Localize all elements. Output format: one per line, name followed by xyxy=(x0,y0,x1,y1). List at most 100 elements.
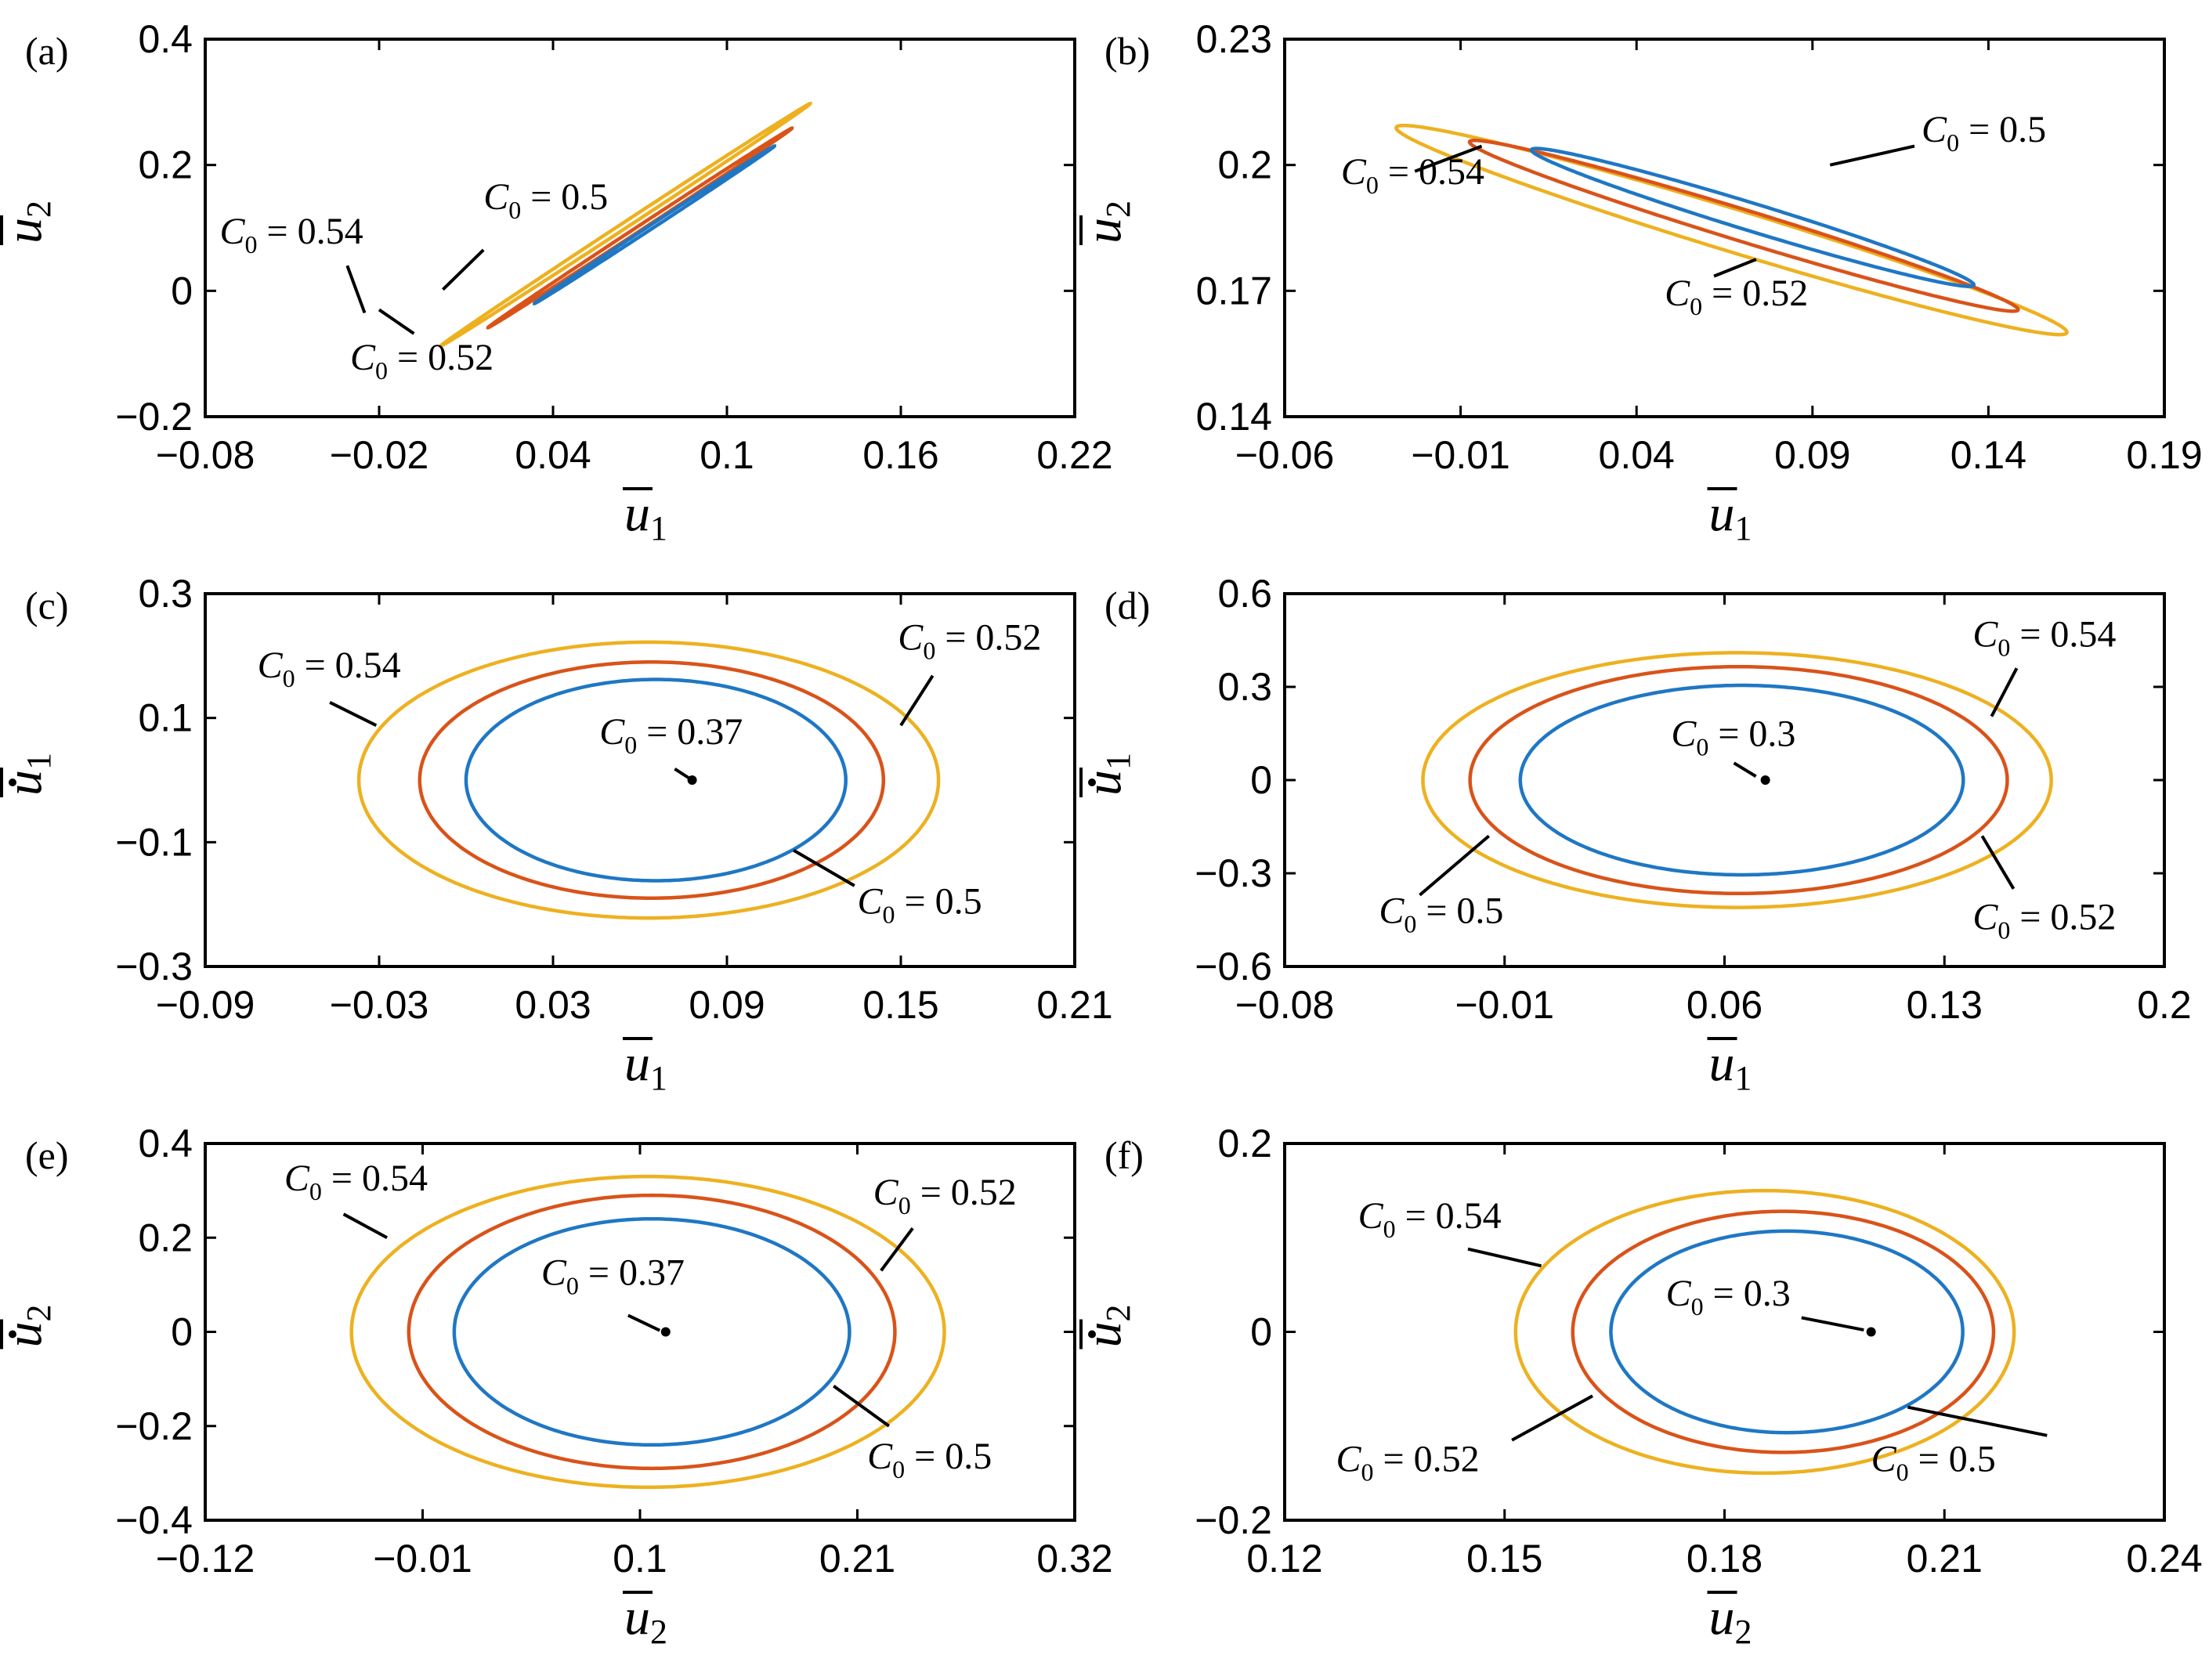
annotation-leader xyxy=(1907,1405,2048,1437)
annotation-subscript: 0 xyxy=(1361,1458,1374,1486)
panel-label: (a) xyxy=(25,29,69,73)
equilibrium-point xyxy=(1866,1327,1876,1337)
annotation-symbol: C xyxy=(258,645,284,686)
annotation-label: C0 = 0.5 xyxy=(483,176,608,224)
annotation-symbol: C xyxy=(1665,273,1690,314)
annotation-subscript: 0 xyxy=(1696,732,1708,761)
annotation-leader xyxy=(342,1212,389,1240)
annotation-leader xyxy=(1419,834,1490,897)
x-tick-label: −0.01 xyxy=(1411,433,1510,477)
annotation-symbol: C xyxy=(858,881,884,923)
annotation-value: = 0.52 xyxy=(388,337,494,378)
y-axis-symbol: u xyxy=(1075,1322,1132,1348)
annotation-label: C0 = 0.54 xyxy=(1972,613,2116,661)
annotation-subscript: 0 xyxy=(508,196,521,224)
annotation-value: = 0.54 xyxy=(258,211,363,252)
y-axis-symbol: u xyxy=(0,770,52,796)
annotation-subscript: 0 xyxy=(1383,1215,1396,1243)
series-0052 xyxy=(407,1193,897,1471)
panel-c: −0.09 −0.03 0.03 0.09 0.15 0.21 −0.3 −0.1 0.1 0.3… xyxy=(0,572,1113,1097)
y-axis-subscript: 1 xyxy=(20,753,58,770)
annotation-subscript: 0 xyxy=(1896,1458,1909,1486)
annotation-label: C0 = 0.37 xyxy=(599,711,743,759)
x-axis-symbol: u xyxy=(1709,485,1735,542)
x-tick-label: 0.1 xyxy=(700,433,754,477)
annotation-value: = 0.3 xyxy=(1708,713,1795,754)
y-tick-label: 0.14 xyxy=(1196,395,1272,439)
annotation-label: C0 = 0.37 xyxy=(541,1252,685,1299)
y-axis-subscript: 2 xyxy=(1099,201,1137,218)
series-0052 xyxy=(486,126,794,330)
annotation-symbol: C xyxy=(898,616,924,658)
plot-area xyxy=(1421,651,2053,909)
annotation-subscript: 0 xyxy=(245,230,258,258)
annotation-label: C0 = 0.52 xyxy=(898,616,1041,664)
annotation-leader xyxy=(1801,1316,1864,1332)
x-tick-label: 0.15 xyxy=(1466,1537,1542,1581)
annotation-label: C0 = 0.3 xyxy=(1666,1273,1791,1321)
x-tick-label: 0.09 xyxy=(689,983,765,1027)
y-axis-symbol: u xyxy=(0,1322,52,1348)
series-005 xyxy=(1529,146,1976,288)
plot-area xyxy=(1394,123,2069,337)
annotation-label: C0 = 0.54 xyxy=(284,1158,428,1205)
x-tick-label: 0.22 xyxy=(1036,433,1112,477)
x-tick-label: 0.2 xyxy=(2137,983,2192,1027)
y-tick-label: −0.6 xyxy=(1195,945,1272,988)
x-tick-label: −0.06 xyxy=(1235,433,1335,477)
y-tick-label: 0.2 xyxy=(1217,1122,1272,1165)
x-axis-label: u1 xyxy=(624,485,667,547)
annotation-subscript: 0 xyxy=(1998,916,2010,944)
annotation-value: = 0.52 xyxy=(1702,273,1808,314)
annotation-subscript: 0 xyxy=(1690,292,1702,320)
annotation-label: C0 = 0.52 xyxy=(1665,273,1808,320)
y-tick-label: −0.3 xyxy=(1195,851,1272,895)
x-tick-label: −0.02 xyxy=(330,433,429,477)
y-axis-symbol: u xyxy=(1075,218,1132,244)
x-tick-label: 0.06 xyxy=(1687,983,1762,1027)
y-axis-label: u2 xyxy=(1075,201,1137,245)
x-tick-label: 0.12 xyxy=(1246,1537,1322,1581)
annotation-subscript: 0 xyxy=(1998,633,2010,661)
annotation-value: = 0.37 xyxy=(579,1252,685,1293)
y-axis-subscript: 2 xyxy=(20,201,58,218)
annotation-subscript: 0 xyxy=(309,1177,322,1205)
x-axis-label: u1 xyxy=(1709,485,1752,547)
y-tick-label: 0.23 xyxy=(1196,17,1272,61)
y-axis-subscript: 2 xyxy=(1099,1305,1137,1322)
annotation-value: = 0.54 xyxy=(1379,151,1484,193)
annotation-leader xyxy=(1511,1394,1594,1442)
annotation-subscript: 0 xyxy=(566,1271,579,1299)
x-axis-subscript: 2 xyxy=(1735,1613,1752,1651)
annotation-value: = 0.52 xyxy=(935,616,1041,658)
annotation-leader xyxy=(833,1385,891,1428)
y-tick-label: 0.6 xyxy=(1217,572,1272,616)
y-axis-subscript: 2 xyxy=(20,1305,58,1322)
annotation-leader xyxy=(442,248,485,291)
annotation-value: = 0.3 xyxy=(1704,1273,1791,1314)
x-tick-label: −0.01 xyxy=(1455,983,1554,1027)
annotation-label: C0 = 0.5 xyxy=(858,881,982,929)
x-tick-label: 0.04 xyxy=(515,433,591,477)
annotation-symbol: C xyxy=(483,176,509,218)
annotation-label: C0 = 0.54 xyxy=(258,645,401,692)
annotation-label: C0 = 0.3 xyxy=(1671,713,1795,761)
annotation-value: = 0.52 xyxy=(911,1172,1017,1213)
annotation-leader xyxy=(627,1313,661,1332)
y-axis-dot xyxy=(9,1330,16,1339)
annotation-leader xyxy=(378,308,415,335)
annotation-subscript: 0 xyxy=(1366,171,1379,199)
series-0054 xyxy=(439,101,812,348)
y-axis-label: u1 xyxy=(1075,753,1137,797)
annotation-leader xyxy=(880,1227,914,1272)
series-005 xyxy=(452,1216,851,1447)
annotation-value: = 0.5 xyxy=(895,881,982,923)
x-axis-symbol: u xyxy=(1709,1035,1735,1092)
annotation-symbol: C xyxy=(867,1436,893,1477)
y-tick-label: 0.1 xyxy=(138,696,193,740)
y-tick-label: 0.2 xyxy=(1217,143,1272,187)
x-tick-label: 0.19 xyxy=(2126,433,2202,477)
annotation-symbol: C xyxy=(1379,890,1405,931)
annotation-leader xyxy=(1467,1247,1542,1268)
